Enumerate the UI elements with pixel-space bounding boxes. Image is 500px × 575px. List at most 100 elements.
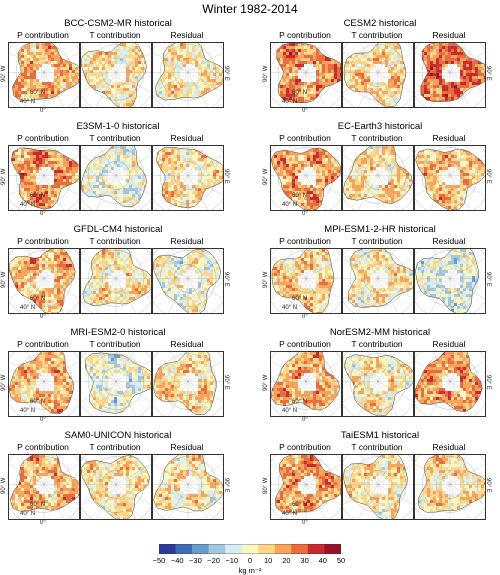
lon-label-west: 90° W [1,478,7,494]
lat-label: 40° N [282,202,297,208]
colorbar-segment [291,544,308,554]
polar-map [343,352,413,416]
colorbar-segment [225,544,242,554]
map-panel [152,248,224,314]
colorbar-segment [242,544,259,554]
polar-map [153,249,223,313]
panel-label: P contribution [8,339,78,349]
lat-label: 60° N [30,399,45,405]
lon-label-west: 90° W [263,66,269,82]
panel-label: P contribution [270,30,340,40]
panel-label: T contribution [342,442,412,452]
polar-map [271,43,341,107]
map-panel [8,454,80,520]
lat-label: 60° N [30,296,45,302]
map-panel [8,42,80,108]
map-panel [342,145,414,211]
panel-label: Residual [152,133,222,143]
lon-label-south: 0° [302,108,308,114]
panel-label: P contribution [270,339,340,349]
lon-label-south: 0° [302,417,308,423]
lat-label: 40° N [282,99,297,105]
model-title: MPI-ESM1-2-HR historical [270,224,490,235]
map-panel [152,145,224,211]
map-panel [414,351,486,417]
lon-label-east: 90° E [223,272,229,287]
map-panel [8,351,80,417]
lon-label-east: 90° E [223,169,229,184]
lon-label-east: 90° E [223,478,229,493]
map-panel [152,351,224,417]
panel-label: T contribution [80,339,150,349]
panel-label: P contribution [8,442,78,452]
colorbar-segment [176,544,193,554]
map-panel [8,248,80,314]
polar-map [415,249,485,313]
colorbar-segment [308,544,325,554]
map-panel [270,351,342,417]
map-panel [270,454,342,520]
model-title: E3SM-1-0 historical [8,121,228,132]
polar-map [81,146,151,210]
lat-label: 60° N [30,502,45,508]
lat-label: 60° N [292,193,307,199]
polar-map [9,43,79,107]
map-panel [342,454,414,520]
panel-label: Residual [152,30,222,40]
lon-label-west: 90° W [1,375,7,391]
lon-label-west: 90° W [1,169,7,185]
lat-label: 40° N [20,511,35,517]
polar-map [415,43,485,107]
lon-label-west: 90° W [263,169,269,185]
panel-label: T contribution [342,236,412,246]
polar-map [343,43,413,107]
polar-map [81,43,151,107]
panel-label: Residual [152,236,222,246]
lat-label: 40° N [20,99,35,105]
map-panel [152,42,224,108]
lon-label-east: 90° E [223,375,229,390]
map-panel [80,454,152,520]
panel-label: Residual [152,339,222,349]
panel-label: P contribution [270,236,340,246]
panel-label: Residual [414,442,484,452]
panel-label: T contribution [80,442,150,452]
polar-map [343,146,413,210]
lon-label-south: 0° [40,108,46,114]
lon-label-west: 90° W [1,272,7,288]
panel-label: T contribution [80,236,150,246]
panel-label: T contribution [80,133,150,143]
model-title: NorESM2-MM historical [270,327,490,338]
map-panel [270,145,342,211]
colorbar [159,544,341,554]
main-title: Winter 1982-2014 [0,2,500,16]
lat-label: 60° N [292,399,307,405]
lon-label-west: 90° W [263,272,269,288]
lon-label-south: 0° [302,211,308,217]
map-panel [8,145,80,211]
model-title: TaiESM1 historical [270,430,490,441]
lon-label-south: 0° [40,314,46,320]
lat-label: 40° N [20,305,35,311]
lon-label-south: 0° [40,417,46,423]
map-panel [80,351,152,417]
colorbar-segment [209,544,226,554]
polar-map [153,43,223,107]
polar-map [9,249,79,313]
panel-label: Residual [152,442,222,452]
panel-label: P contribution [270,133,340,143]
model-title: GFDL-CM4 historical [8,224,228,235]
map-panel [80,248,152,314]
panel-label: P contribution [8,30,78,40]
polar-map [271,146,341,210]
panel-label: Residual [414,236,484,246]
colorbar-segment [258,544,275,554]
colorbar-segment [192,544,209,554]
polar-map [343,249,413,313]
colorbar-unit: kg m⁻² [200,566,300,575]
polar-map [153,146,223,210]
map-panel [342,248,414,314]
map-panel [414,42,486,108]
polar-map [271,249,341,313]
polar-map [9,352,79,416]
